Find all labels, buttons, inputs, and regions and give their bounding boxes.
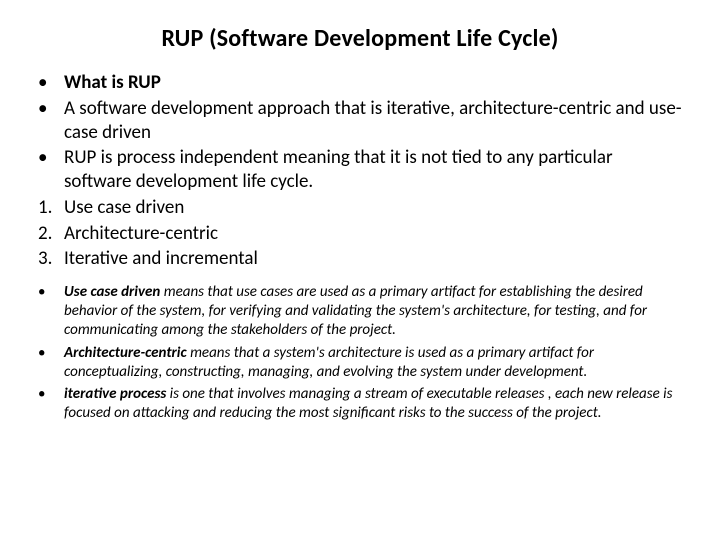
list-item: • A software development approach that i… (36, 97, 684, 145)
list-item: 3. Iterative and incremental (36, 247, 684, 271)
list-item-text: What is RUP (64, 71, 684, 95)
list-item-text: Iterative and incremental (64, 247, 684, 271)
list-item-text: RUP is process independent meaning that … (64, 146, 684, 194)
bullet-marker: • (36, 344, 64, 382)
list-item: 2. Architecture-centric (36, 222, 684, 246)
list-item-text: iterative process is one that involves m… (64, 385, 684, 423)
list-item-text: Architecture-centric (64, 222, 684, 246)
number-marker: 3. (36, 247, 64, 271)
bullet-marker: • (36, 385, 64, 423)
list-item-text: A software development approach that is … (64, 97, 684, 145)
number-marker: 2. (36, 222, 64, 246)
bullet-marker: • (36, 97, 64, 145)
list-item-text: Use case driven means that use cases are… (64, 283, 684, 341)
list-item: • iterative process is one that involves… (36, 385, 684, 423)
list-item: 1. Use case driven (36, 196, 684, 220)
list-item-text: Architecture-centric means that a system… (64, 344, 684, 382)
bullet-marker: • (36, 283, 64, 341)
list-item: • Architecture-centric means that a syst… (36, 344, 684, 382)
bullet-marker: • (36, 71, 64, 95)
list-item: • What is RUP (36, 71, 684, 95)
number-marker: 1. (36, 196, 64, 220)
list-item: • RUP is process independent meaning tha… (36, 146, 684, 194)
bullet-marker: • (36, 146, 64, 194)
term-bold: Architecture-centric (64, 344, 187, 362)
slide-title: RUP (Software Development Life Cycle) (36, 24, 684, 53)
detail-bullet-list: • Use case driven means that use cases a… (36, 283, 684, 423)
list-item: • Use case driven means that use cases a… (36, 283, 684, 341)
list-item-text: Use case driven (64, 196, 684, 220)
term-bold: iterative process (64, 385, 166, 403)
main-bullet-list: • What is RUP • A software development a… (36, 71, 684, 271)
term-bold: Use case driven (64, 283, 160, 301)
